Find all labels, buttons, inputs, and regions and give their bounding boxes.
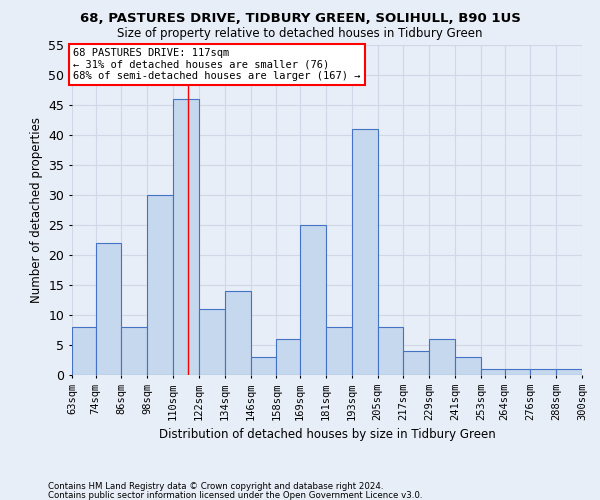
Bar	[173, 99, 199, 375]
Y-axis label: Number of detached properties: Number of detached properties	[30, 117, 43, 303]
Text: 68, PASTURES DRIVE, TIDBURY GREEN, SOLIHULL, B90 1US: 68, PASTURES DRIVE, TIDBURY GREEN, SOLIH…	[80, 12, 520, 26]
Bar	[121, 327, 148, 375]
Bar	[95, 243, 121, 375]
Bar	[429, 339, 455, 375]
Bar	[251, 357, 277, 375]
Text: Size of property relative to detached houses in Tidbury Green: Size of property relative to detached ho…	[117, 28, 483, 40]
Bar	[326, 327, 352, 375]
Text: Contains public sector information licensed under the Open Government Licence v3: Contains public sector information licen…	[48, 490, 422, 500]
Bar	[403, 351, 429, 375]
Text: Contains HM Land Registry data © Crown copyright and database right 2024.: Contains HM Land Registry data © Crown c…	[48, 482, 383, 491]
Bar	[277, 339, 300, 375]
Text: 68 PASTURES DRIVE: 117sqm
← 31% of detached houses are smaller (76)
68% of semi-: 68 PASTURES DRIVE: 117sqm ← 31% of detac…	[73, 48, 361, 81]
Bar	[377, 327, 403, 375]
Bar	[148, 195, 173, 375]
Bar	[481, 369, 505, 375]
Bar	[556, 369, 582, 375]
Bar	[530, 369, 556, 375]
Bar	[225, 291, 251, 375]
Bar	[300, 225, 326, 375]
Bar	[505, 369, 530, 375]
Bar	[199, 309, 225, 375]
Bar	[72, 327, 95, 375]
Bar	[352, 129, 377, 375]
X-axis label: Distribution of detached houses by size in Tidbury Green: Distribution of detached houses by size …	[158, 428, 496, 442]
Bar	[455, 357, 481, 375]
